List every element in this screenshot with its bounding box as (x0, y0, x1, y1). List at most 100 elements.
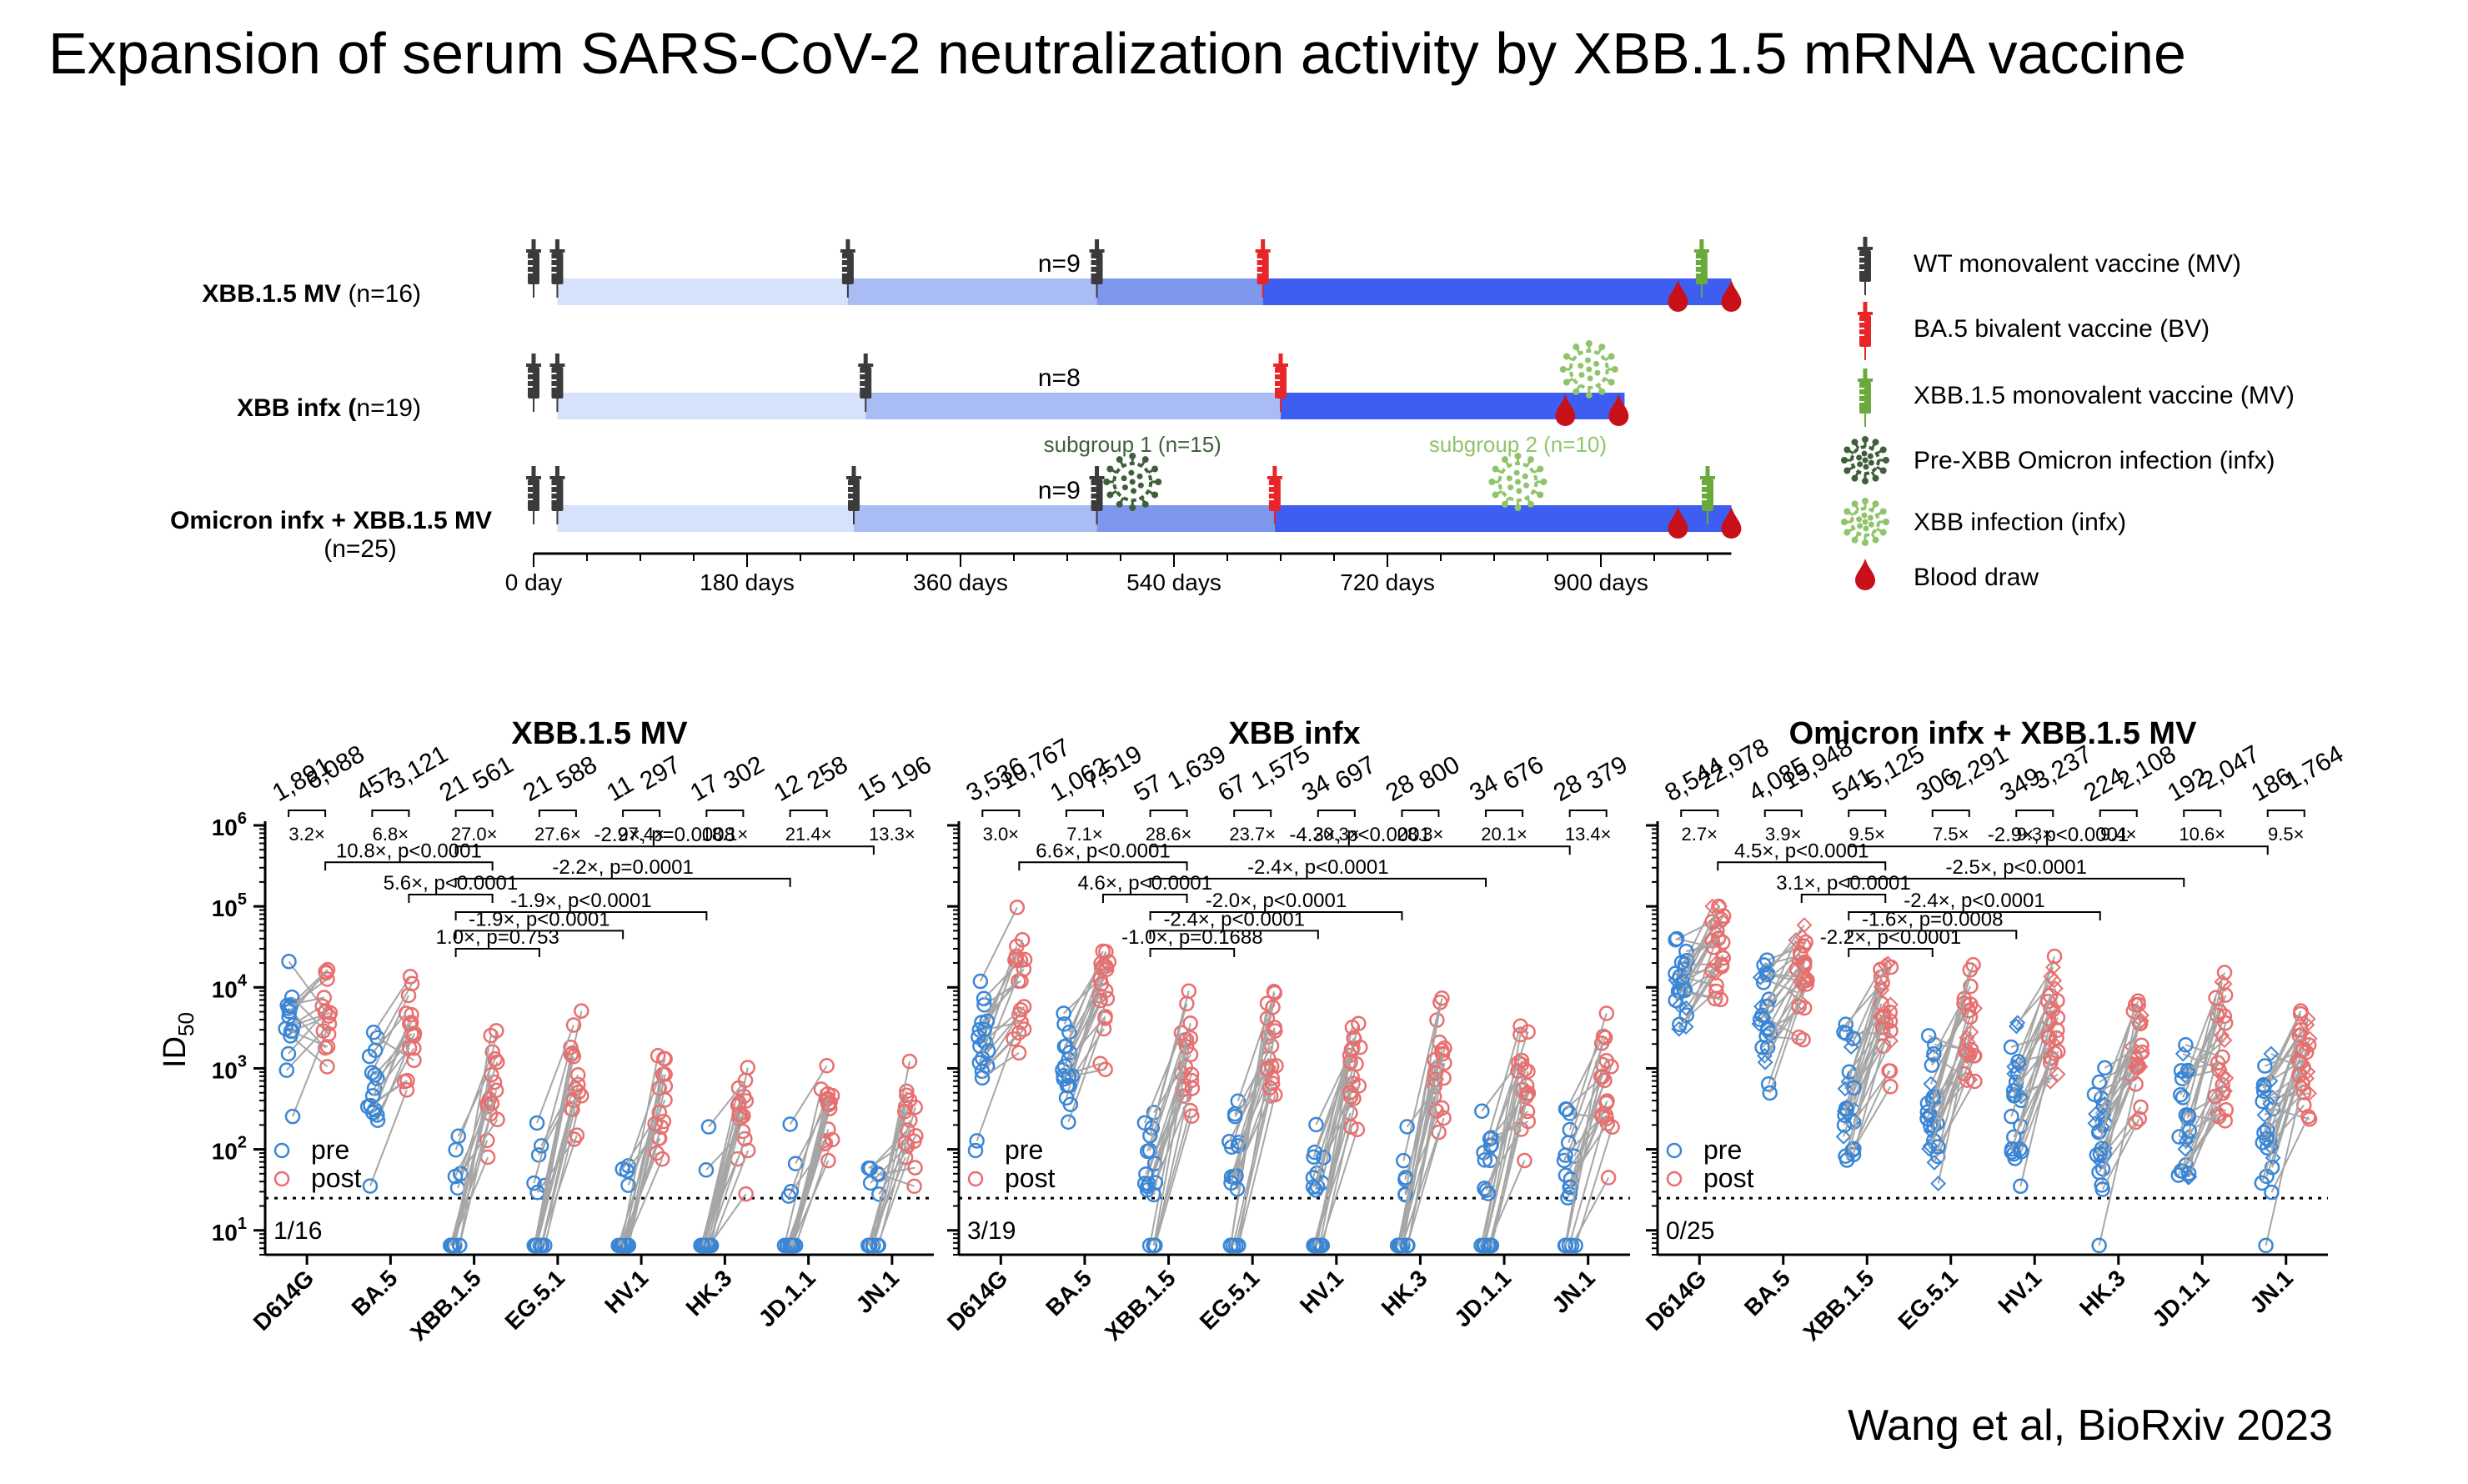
pair-line (2019, 1037, 2058, 1150)
comparison-bracket (454, 930, 625, 940)
comparison-bracket (408, 893, 494, 903)
pair-line (457, 1058, 496, 1137)
fold-bracket (1401, 810, 1440, 817)
post-point (1883, 1079, 1899, 1095)
pair-line (2270, 1116, 2310, 1193)
gmt-pre-label: 34 (1465, 770, 1502, 807)
post-point (2300, 1109, 2316, 1125)
pair-line (377, 1033, 415, 1121)
pre-point (367, 1067, 383, 1083)
pre-point (284, 1108, 301, 1125)
pair-line (872, 1120, 911, 1246)
post-point (1431, 1124, 1447, 1141)
wt-vaccine-icon (549, 239, 565, 298)
post-point (1436, 1070, 1452, 1086)
pre-point (698, 1162, 715, 1178)
comparison-label: -2.2×, p<0.0001 (1820, 926, 1961, 949)
gmt-post-label: 302 (719, 750, 769, 795)
pair-line (1228, 1067, 1267, 1142)
pre-point (2254, 1175, 2270, 1191)
x-tick-label-jd11: JD.1.1 (1449, 1265, 1516, 1331)
pair-line (1930, 1041, 1969, 1131)
fold-label: 7.5× (1933, 824, 1969, 845)
x-tick-label-eg51: EG.5.1 (500, 1265, 570, 1335)
pair-line (374, 983, 413, 1051)
comparison-bracket (1149, 911, 1403, 921)
pre-point (614, 1161, 631, 1177)
post-point (1796, 958, 1813, 974)
pair-line (2018, 988, 2057, 1065)
pre-point (976, 990, 992, 1007)
cohort-n: (n=16) (341, 280, 421, 308)
pre-point (870, 1237, 886, 1254)
pre-point (280, 1045, 297, 1062)
timeline-row: XBB infx (n=19) n=8 (237, 340, 1629, 427)
post-point (1101, 954, 1117, 970)
x-tick-label-hv1: HV.1 (1993, 1265, 2046, 1318)
pre-point (862, 1175, 879, 1191)
pre-point (972, 973, 989, 990)
fold-label: 28.3× (1397, 824, 1444, 845)
pair-line (1230, 1068, 1269, 1184)
pre-point (2180, 1166, 2197, 1181)
pre-point (695, 1237, 710, 1254)
post-point (1013, 1014, 1029, 1030)
post-point (1342, 1085, 1358, 1100)
pre-point (2004, 1141, 2020, 1157)
x-tick-label-xbb15: XBB.1.5 (1798, 1265, 1879, 1346)
x-tick-label-jd11: JD.1.1 (754, 1265, 820, 1331)
pair-line (2260, 1060, 2300, 1184)
xbb-infection-legend-icon (1841, 498, 1889, 546)
pair-line (1484, 1060, 1522, 1246)
post-point (1343, 1041, 1360, 1058)
post-point (1600, 1170, 1617, 1186)
post-point (897, 1135, 914, 1151)
pair-line (1845, 1045, 1884, 1110)
post-point (1183, 1072, 1200, 1089)
post-point (487, 1051, 504, 1067)
pair-line (454, 1103, 493, 1177)
comparison-label: 4.6×, p<0.0001 (1078, 872, 1212, 895)
post-point (2130, 996, 2146, 1013)
pair-line (1154, 1116, 1193, 1246)
pre-point (2258, 1237, 2274, 1254)
post-point (315, 1023, 332, 1039)
comparison-bracket (1848, 845, 2269, 855)
timeline-row: XBB.1.5 MV (n=16) n=9 (202, 239, 1742, 312)
gmt-pre-label: 11 (602, 770, 638, 807)
gmt-post-label: 1,764 (2280, 740, 2349, 795)
pre-point (2006, 1059, 2023, 1075)
fold-bracket (2266, 810, 2305, 817)
x-tick-label-jd11: JD.1.1 (2147, 1265, 2214, 1331)
pre-point (1924, 1057, 1940, 1073)
pair-line (1149, 1046, 1188, 1246)
bv-vaccine-icon (1273, 353, 1288, 412)
fold-bracket (2015, 810, 2054, 817)
comparison-bracket (1848, 947, 1934, 957)
below-lod-fraction: 3/19 (967, 1217, 1016, 1245)
post-point (2217, 1113, 2233, 1129)
timeline-segment (1274, 505, 1732, 532)
panel-title: Omicron infx + XBB.1.5 MV (1789, 716, 2197, 751)
timeline-segment (557, 393, 866, 419)
y-tick-label: 103 (212, 1052, 247, 1083)
post-point (1594, 1109, 1610, 1125)
pre-point (2177, 1141, 2194, 1157)
fold-bracket (1931, 810, 1970, 817)
pair-line (1565, 1075, 1603, 1110)
pair-line (1568, 1115, 1607, 1246)
pre-point (451, 1237, 468, 1254)
pair-line (1682, 905, 1721, 980)
fold-bracket (1065, 810, 1104, 817)
post-point (897, 1104, 913, 1120)
wt-vaccine-icon (526, 466, 541, 524)
bv-vaccine-icon (1267, 466, 1282, 524)
post-point (570, 1084, 587, 1100)
legend-label: Pre-XBB Omicron infection (infx) (1914, 447, 2275, 474)
post-point (565, 1092, 582, 1109)
pair-line (533, 1047, 572, 1184)
post-point (1520, 1024, 1536, 1040)
pair-line (1397, 1072, 1437, 1246)
pair-line (2187, 1039, 2225, 1072)
post-point (1519, 1103, 1536, 1120)
